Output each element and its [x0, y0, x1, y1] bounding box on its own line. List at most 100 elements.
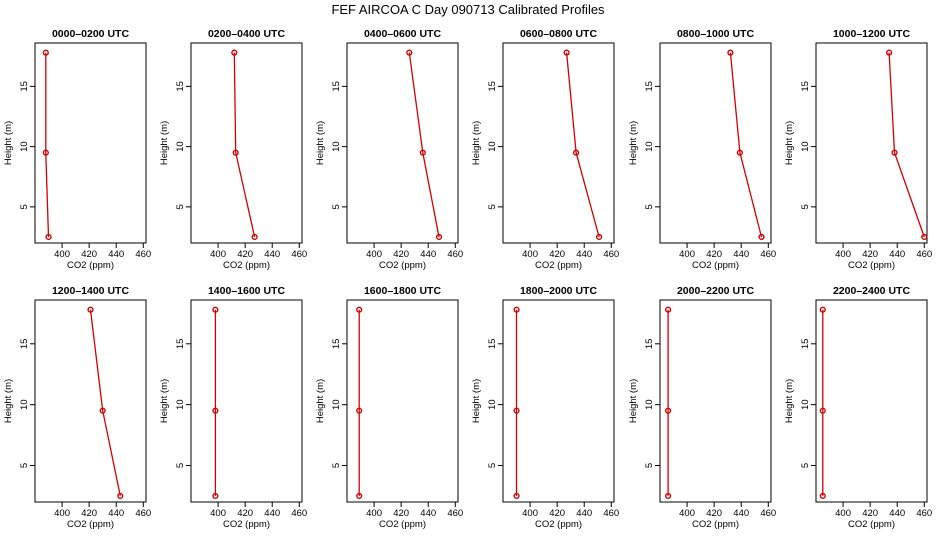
plot-frame — [659, 42, 772, 244]
panel-title: 0400–0600 UTC — [364, 28, 441, 40]
y-tick-label: 15 — [800, 81, 811, 92]
data-point — [42, 149, 49, 156]
y-axis-label: Height (m) — [628, 379, 639, 423]
panel-2: 0200–0400 UTC 400 420 440 460 5 10 15 CO2 (ppm) H… — [159, 28, 307, 271]
data-point — [435, 233, 443, 241]
data-point — [513, 492, 520, 500]
y-tick-label: 10 — [175, 399, 186, 410]
panel-9: 1600–1800 UTC 400 420 440 460 5 10 15 CO2 (ppm) H… — [315, 285, 463, 530]
x-axis-label: CO2 (ppm) — [223, 519, 270, 530]
x-tick-label: 440 — [576, 249, 592, 260]
data-point — [45, 233, 52, 241]
data-point — [419, 149, 426, 156]
x-tick-label: 400 — [54, 249, 70, 260]
data-point — [212, 492, 219, 500]
y-tick-label: 15 — [487, 339, 498, 350]
x-tick-label: 460 — [603, 508, 619, 519]
panel-title: 1600–1800 UTC — [364, 285, 441, 297]
data-point — [212, 407, 219, 414]
profile-line — [233, 52, 256, 238]
y-tick-label: 10 — [800, 141, 811, 152]
y-axis-label: Height (m) — [784, 121, 795, 165]
x-tick-label: 400 — [522, 508, 538, 519]
x-tick-label: 440 — [264, 508, 280, 519]
panel-6: 1000–1200 UTC 400 420 440 460 5 10 15 CO2 (ppm) H… — [784, 28, 932, 271]
y-axis-label: Height (m) — [159, 121, 170, 165]
data-point — [356, 492, 363, 500]
data-point — [921, 233, 928, 241]
x-tick-label: 400 — [835, 508, 851, 519]
y-tick-label: 5 — [331, 204, 342, 209]
panel-3: 0400–0600 UTC 400 420 440 460 5 10 15 CO2 (ppm) H… — [315, 28, 463, 271]
x-tick-label: 420 — [81, 249, 97, 260]
x-tick-label: 460 — [916, 249, 932, 260]
y-tick-label: 5 — [175, 204, 186, 209]
x-tick-label: 400 — [210, 249, 226, 260]
panel-12: 2200–2400 UTC 400 420 440 460 5 10 15 CO2 (ppm) H… — [784, 285, 932, 530]
data-point — [819, 492, 826, 500]
profile-line — [729, 52, 763, 238]
data-point — [885, 49, 893, 56]
y-tick-label: 5 — [800, 204, 811, 209]
x-tick-label: 440 — [733, 508, 749, 519]
y-tick-label: 5 — [175, 463, 186, 468]
data-point — [665, 306, 672, 313]
y-tick-label: 15 — [644, 339, 655, 350]
panel-title: 0200–0400 UTC — [208, 28, 285, 40]
x-tick-label: 420 — [862, 508, 878, 519]
plot-frame — [346, 42, 459, 244]
x-tick-label: 460 — [135, 249, 151, 260]
x-tick-label: 440 — [108, 508, 124, 519]
x-tick-label: 420 — [237, 508, 253, 519]
x-axis-label: CO2 (ppm) — [535, 519, 582, 530]
data-point — [596, 233, 603, 241]
profile-line — [565, 52, 600, 238]
data-point — [513, 407, 520, 414]
data-point — [87, 306, 94, 313]
plot-frame — [502, 42, 615, 244]
x-tick-label: 420 — [549, 508, 565, 519]
data-point — [356, 407, 363, 414]
x-axis-label: CO2 (ppm) — [67, 519, 114, 530]
data-point — [819, 407, 826, 414]
panel-title: 1400–1600 UTC — [208, 285, 285, 297]
y-tick-label: 10 — [19, 399, 30, 410]
panel-title: 1800–2000 UTC — [520, 285, 597, 297]
x-axis-label: CO2 (ppm) — [67, 260, 114, 271]
y-tick-label: 10 — [487, 141, 498, 152]
panel-7: 1200–1400 UTC 400 420 440 460 5 10 15 CO2 (ppm) H… — [3, 285, 151, 530]
data-point — [251, 233, 258, 241]
x-tick-label: 460 — [760, 508, 776, 519]
y-tick-label: 5 — [487, 204, 498, 209]
x-tick-label: 460 — [447, 508, 463, 519]
data-point — [736, 149, 743, 156]
x-tick-label: 420 — [706, 249, 722, 260]
x-axis-label: CO2 (ppm) — [379, 260, 426, 271]
x-tick-label: 440 — [733, 249, 749, 260]
panel-title: 2000–2200 UTC — [677, 285, 754, 297]
y-tick-label: 15 — [644, 81, 655, 92]
panel-title: 0600–0800 UTC — [520, 28, 597, 40]
y-tick-label: 10 — [644, 399, 655, 410]
x-tick-label: 440 — [889, 508, 905, 519]
panel-title: 1200–1400 UTC — [52, 285, 129, 297]
x-axis-label: CO2 (ppm) — [848, 260, 895, 271]
x-tick-label: 400 — [679, 249, 695, 260]
x-tick-label: 400 — [366, 508, 382, 519]
panels-group: 0000–0200 UTC 400 420 440 460 5 10 15 CO2 (ppm) H… — [3, 28, 932, 530]
x-tick-label: 440 — [420, 249, 436, 260]
x-tick-label: 440 — [108, 249, 124, 260]
y-tick-label: 15 — [800, 339, 811, 350]
panel-8: 1400–1600 UTC 400 420 440 460 5 10 15 CO2 (ppm) H… — [159, 285, 307, 530]
panel-5: 0800–1000 UTC 400 420 440 460 5 10 15 CO2 (ppm) H… — [628, 28, 776, 271]
x-tick-label: 460 — [291, 249, 307, 260]
y-axis-label: Height (m) — [315, 379, 326, 423]
data-point — [231, 49, 238, 56]
x-tick-label: 400 — [835, 249, 851, 260]
data-point — [727, 49, 734, 56]
y-tick-label: 5 — [644, 463, 655, 468]
data-point — [891, 149, 898, 156]
y-tick-label: 10 — [644, 141, 655, 152]
x-tick-label: 460 — [760, 249, 776, 260]
